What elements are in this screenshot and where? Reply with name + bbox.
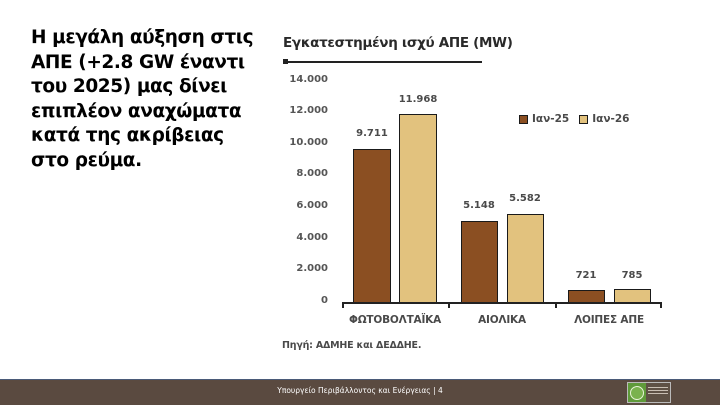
y-tick: 12.000 xyxy=(289,105,328,116)
chart-legend: Ιαν-25 Ιαν-26 xyxy=(519,113,630,125)
legend-label: Ιαν-25 xyxy=(532,113,570,125)
logo-circle xyxy=(630,385,644,400)
headline-line: στο ρεύμα. xyxy=(31,149,142,171)
x-axis-tick xyxy=(555,302,557,308)
value-label: 5.582 xyxy=(509,193,541,204)
headline-line: Η μεγάλη αύξηση στις xyxy=(31,27,254,48)
title-underline xyxy=(285,61,482,63)
logo-text-lines xyxy=(646,383,670,402)
x-axis-tick xyxy=(660,302,662,308)
y-tick: 14.000 xyxy=(289,74,328,85)
value-label: 9.711 xyxy=(356,128,388,139)
x-axis-tick xyxy=(448,302,450,308)
bar-wind-jan26 xyxy=(507,214,544,303)
slide-headline: Η μεγάλη αύξηση στις ΑΠΕ (+2.8 GW έναντι… xyxy=(31,26,271,173)
ministry-logo-icon xyxy=(627,382,671,403)
bar-other-jan26 xyxy=(614,289,651,303)
legend-swatch-light xyxy=(579,114,589,124)
slide-footer: Υπουργείο Περιβάλλοντος και Ενέργειας | … xyxy=(0,379,720,405)
value-label: 5.148 xyxy=(463,200,495,211)
y-tick: 0 xyxy=(321,295,328,306)
headline-line: του 2025) μας δίνει xyxy=(31,76,227,97)
headline-line: κατά της ακρίβειας xyxy=(31,125,224,146)
chart-source: Πηγή: ΑΔΜΗΕ και ΔΕΔΔΗΕ. xyxy=(282,340,422,351)
chart-title: Εγκατεστημένη ισχύ ΑΠΕ (MW) xyxy=(283,35,513,51)
y-tick: 8.000 xyxy=(296,168,328,179)
x-category-label: ΛΟΙΠΕΣ ΑΠΕ xyxy=(574,314,644,326)
value-label: 11.968 xyxy=(398,94,438,105)
legend-swatch-dark xyxy=(519,114,528,124)
bar-wind-jan25 xyxy=(461,221,498,303)
headline-line: ΑΠΕ (+2.8 GW έναντι xyxy=(31,51,245,73)
legend-item-jan25: Ιαν-25 xyxy=(519,113,569,125)
y-tick: 6.000 xyxy=(296,200,328,211)
value-label: 785 xyxy=(621,270,643,281)
value-label: 721 xyxy=(575,270,597,281)
x-category-label: ΑΙΟΛΙΚΑ xyxy=(478,314,526,326)
x-axis-tick xyxy=(342,302,344,308)
bar-pv-jan25 xyxy=(353,149,391,303)
bar-pv-jan26 xyxy=(399,114,437,303)
footer-text: Υπουργείο Περιβάλλοντος και Ενέργειας | … xyxy=(277,386,443,395)
y-tick: 2.000 xyxy=(296,263,328,274)
y-tick: 10.000 xyxy=(289,137,328,148)
x-category-label: ΦΩΤΟΒΟΛΤΑΪΚΑ xyxy=(348,314,442,326)
x-axis-line xyxy=(342,302,662,304)
headline-line: επιπλέον αναχώματα xyxy=(31,100,242,122)
y-tick: 4.000 xyxy=(296,232,328,243)
logo-emblem-icon xyxy=(628,383,646,402)
legend-label: Ιαν-26 xyxy=(592,113,630,125)
legend-item-jan26: Ιαν-26 xyxy=(579,113,630,125)
